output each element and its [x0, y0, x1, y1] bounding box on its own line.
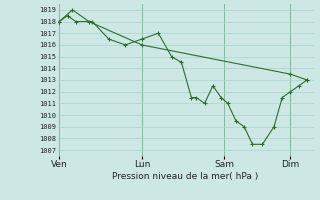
X-axis label: Pression niveau de la mer( hPa ): Pression niveau de la mer( hPa )	[112, 172, 259, 181]
